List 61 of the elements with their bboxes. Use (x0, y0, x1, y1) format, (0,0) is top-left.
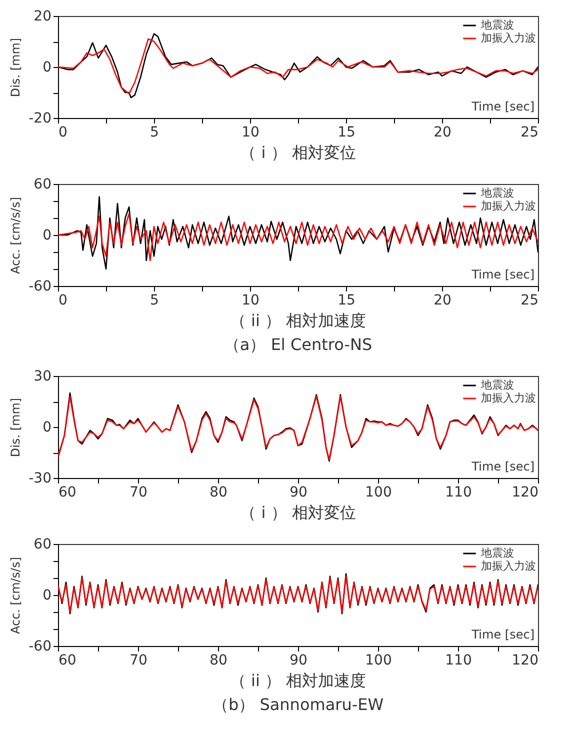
y-tick-label: 0 (42, 228, 52, 244)
x-tick-label: 15 (338, 124, 356, 140)
x-tick-label: 100 (365, 484, 392, 500)
x-tick-label: 120 (512, 484, 538, 500)
y-axis-title: Dis. [mm] (8, 38, 23, 98)
text: （ ii ） 相対加速度 (230, 671, 366, 690)
x-tick-label: 60 (58, 484, 76, 500)
x-tick-label: 110 (445, 652, 472, 668)
x-tick-label: 0 (58, 124, 68, 140)
x-tick-label: 20 (434, 292, 452, 308)
x-axis-title: Time [sec] (470, 628, 534, 642)
text: （ i ） 相対変位 (240, 143, 356, 162)
y-tick-label: 60 (34, 536, 52, 552)
x-tick-label: 100 (365, 652, 392, 668)
legend-label: 地震波 (480, 18, 514, 32)
x-tick-label: 90 (290, 484, 308, 500)
x-tick-label: 10 (242, 124, 260, 140)
legend-label: 加振入力波 (481, 32, 536, 44)
x-tick-label: 110 (445, 484, 472, 500)
y-tick-label: 0 (42, 60, 52, 76)
text: （ ii ） 相対加速度 (230, 311, 366, 330)
text: （b） Sannomaru-EW (212, 695, 384, 714)
legend-label: 加振入力波 (481, 200, 536, 212)
x-tick-label: 80 (210, 652, 228, 668)
y-tick-label: -30 (28, 470, 52, 486)
x-tick-label: 70 (130, 484, 148, 500)
y-tick-label: -60 (28, 638, 52, 654)
x-tick-label: 15 (338, 292, 356, 308)
text: （a） El Centro-NS (224, 335, 372, 354)
x-tick-label: 120 (512, 652, 538, 668)
text: （ i ） 相対変位 (240, 503, 356, 522)
y-tick-label: 20 (34, 8, 52, 24)
y-tick-label: 0 (42, 420, 52, 436)
y-axis-title: Dis. [mm] (8, 398, 23, 458)
y-axis-title: Acc. [cm/s/s] (8, 556, 23, 634)
x-tick-label: 70 (130, 652, 148, 668)
x-tick-label: 25 (520, 292, 538, 308)
legend-label: 地震波 (480, 378, 514, 392)
x-tick-label: 25 (520, 124, 538, 140)
y-tick-label: 60 (34, 176, 52, 192)
x-tick-label: 0 (58, 292, 68, 308)
line-series (58, 213, 538, 262)
legend-label: 地震波 (480, 186, 514, 200)
x-axis-title: Time [sec] (470, 268, 534, 282)
legend-label: 地震波 (480, 546, 514, 560)
y-tick-label: -20 (28, 110, 52, 126)
y-tick-label: 0 (42, 588, 52, 604)
legend-label: 加振入力波 (481, 392, 536, 404)
x-tick-label: 80 (210, 484, 228, 500)
x-tick-label: 10 (242, 292, 260, 308)
y-tick-label: 30 (34, 368, 52, 384)
x-axis-title: Time [sec] (470, 460, 534, 474)
x-tick-label: 5 (150, 124, 159, 140)
legend-label: 加振入力波 (481, 560, 536, 572)
x-tick-label: 90 (290, 652, 308, 668)
x-tick-label: 20 (434, 124, 452, 140)
x-tick-label: 60 (58, 652, 76, 668)
y-tick-label: -60 (28, 278, 52, 294)
x-tick-label: 5 (150, 292, 159, 308)
y-axis-title: Acc. [cm/s/s] (8, 196, 23, 274)
x-axis-title: Time [sec] (470, 100, 534, 114)
